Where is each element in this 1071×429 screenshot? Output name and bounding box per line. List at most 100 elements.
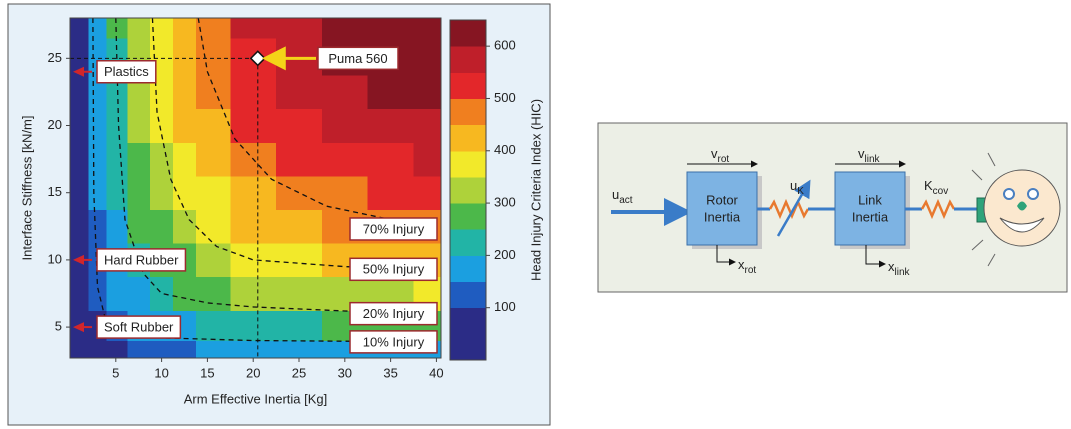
colorbar-tick-label: 600: [494, 38, 516, 53]
heat-cell: [88, 276, 108, 311]
colorbar-band: [450, 46, 486, 73]
x-tick-label: 25: [292, 365, 306, 380]
label-sub: link: [895, 267, 911, 278]
heat-cell: [195, 340, 231, 359]
block-label: Inertia: [704, 209, 741, 224]
heat-cell: [173, 175, 197, 211]
heat-cell: [173, 340, 197, 359]
heat-cell: [230, 243, 277, 278]
impact-ray: [971, 239, 984, 251]
label-sub: rot: [745, 265, 757, 276]
y-tick-label: 5: [55, 319, 62, 334]
heat-cell: [70, 175, 89, 211]
y-axis-title: Interface Stiffness [kN/m]: [19, 116, 34, 261]
x-axis-title: Arm Effective Inertia [Kg]: [184, 391, 328, 406]
heat-cell: [106, 276, 128, 311]
heat-cell: [127, 18, 151, 39]
block-label: Rotor: [706, 192, 738, 207]
diagram-label: xrot: [738, 257, 756, 275]
heat-cell: [127, 142, 151, 177]
heat-cell: [230, 18, 277, 39]
heat-cell: [276, 108, 323, 143]
colorbar-band: [450, 72, 486, 99]
contour-label: 50% Injury: [363, 262, 425, 277]
mouth: [999, 217, 1045, 233]
heat-cell: [106, 142, 128, 177]
colorbar-tick-label: 500: [494, 90, 516, 105]
label-sub: K: [797, 186, 804, 197]
heat-cell: [70, 209, 89, 244]
heat-cell: [276, 142, 323, 177]
heat-cell: [195, 209, 231, 244]
contour-label: 10% Injury: [363, 334, 425, 349]
colorbar-title: Head Injury Criteria Index (HIC): [528, 99, 543, 281]
contour-label: 70% Injury: [363, 221, 425, 236]
heat-cell: [150, 340, 174, 359]
colorbar-band: [450, 255, 486, 283]
label-main: K: [924, 178, 933, 193]
heat-cell: [150, 142, 174, 177]
x-tick-label: 40: [429, 365, 443, 380]
heat-cell: [195, 75, 231, 110]
heat-cell: [367, 75, 415, 110]
heat-cell: [88, 18, 108, 39]
rotor-block: [686, 171, 758, 246]
material-label: Hard Rubber: [104, 252, 179, 267]
contour-label-box: [349, 330, 438, 354]
diagram-label: xlink: [888, 259, 911, 277]
x-tick-label: 15: [200, 365, 214, 380]
heat-cell: [413, 175, 442, 211]
plot-frame: [69, 17, 442, 359]
heat-cell: [150, 108, 174, 143]
heat-cell: [195, 38, 231, 76]
heat-cell: [106, 18, 128, 39]
y-tick-label: 15: [48, 184, 62, 199]
plot-layer: 70% Injury 50% Injury 20% Injury 10% Injury…: [19, 17, 543, 406]
heat-cell: [127, 340, 151, 359]
heat-cell: [195, 175, 231, 211]
label-sub: link: [865, 154, 881, 165]
impact-ray: [971, 169, 983, 181]
label-main: u: [790, 178, 797, 193]
heat-cell: [106, 340, 128, 359]
heat-cell: [88, 142, 108, 177]
colorbar-band: [450, 20, 486, 47]
heat-cell: [195, 18, 231, 39]
heat-cell: [276, 243, 323, 278]
nose: [1017, 201, 1027, 211]
colorbar-band: [450, 150, 486, 178]
heat-cell: [276, 18, 323, 39]
heat-cell: [230, 75, 277, 110]
heat-cell: [150, 175, 174, 211]
heat-cell: [367, 142, 415, 177]
label-main: x: [738, 257, 745, 272]
contour-line: [115, 17, 437, 315]
heat-cell: [230, 340, 277, 359]
heat-cell: [127, 276, 151, 311]
label-main: x: [888, 259, 895, 274]
heat-cell: [70, 142, 89, 177]
colorbar-tick-label: 200: [494, 247, 516, 262]
colorbar-tick-label: 400: [494, 142, 516, 157]
label-main: v: [711, 146, 718, 161]
heat-cell: [195, 276, 231, 311]
contour-label-box: [349, 301, 438, 326]
colorbar-band: [450, 124, 486, 152]
diagram-label: vrot: [711, 146, 729, 164]
material-arrow: [73, 254, 84, 265]
label-sub: act: [619, 195, 633, 206]
contour-line: [151, 17, 437, 270]
colorbar-frame: [449, 19, 487, 361]
heat-cell: [127, 209, 151, 244]
x-tick-label: 35: [383, 365, 397, 380]
impact-ray: [987, 152, 996, 167]
heat-cell: [173, 142, 197, 177]
diagram-label: Kcov: [924, 178, 948, 196]
heat-cell: [321, 142, 369, 177]
heat-cell: [173, 38, 197, 76]
heat-cell: [195, 243, 231, 278]
heat-cell: [173, 108, 197, 143]
annotation-label: Puma 560: [328, 51, 387, 66]
annotation-box: [317, 46, 399, 71]
heat-cell: [276, 75, 323, 110]
